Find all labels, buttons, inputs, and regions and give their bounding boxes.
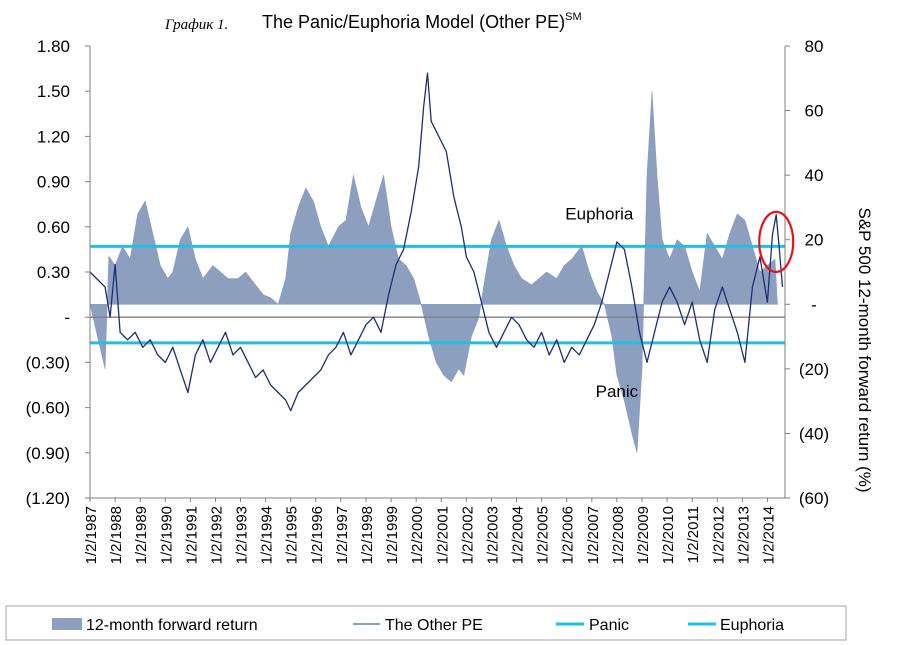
highlight-circle xyxy=(758,210,795,273)
other-pe-line xyxy=(89,72,784,412)
legend-label-forward-return: 12-month forward return xyxy=(86,617,258,634)
right-tick-label: (20) xyxy=(799,360,829,379)
euphoria-annotation: Euphoria xyxy=(565,204,634,223)
x-tick-label: 1/2/2005 xyxy=(535,506,552,564)
right-tick-label: (60) xyxy=(799,489,829,508)
x-tick-label: 1/2/2008 xyxy=(610,506,627,564)
x-tick-label: 1/2/2012 xyxy=(710,506,727,564)
x-tick-label: 1/2/2010 xyxy=(660,506,677,564)
x-tick-label: 1/2/2006 xyxy=(560,506,577,564)
chart-title-text: The Panic/Euphoria Model (Other PE) xyxy=(262,12,565,32)
chart-title-prefix: График 1. xyxy=(164,17,228,33)
x-tick-label: 1/2/2011 xyxy=(685,506,702,563)
forward-return-area xyxy=(89,91,778,453)
right-tick-label: 20 xyxy=(805,231,824,250)
x-tick-label: 1/2/1998 xyxy=(359,506,376,564)
left-tick-label: 0.90 xyxy=(37,173,70,192)
other-pe-line-layer xyxy=(89,72,784,412)
right-tick-label: 80 xyxy=(805,37,824,56)
x-tick-label: 1/2/1990 xyxy=(158,506,175,564)
x-tick-label: 1/2/2004 xyxy=(510,506,527,564)
x-tick-label: 1/2/1996 xyxy=(309,506,326,564)
left-axis-ticks: 1.80 1.50 1.20 0.90 0.60 0.30 - (0.30) (0.60) (0.… xyxy=(26,37,90,508)
x-tick-label: 1/2/1987 xyxy=(83,506,100,564)
x-tick-label: 1/2/1995 xyxy=(284,506,301,564)
forward-return-area-path xyxy=(89,91,778,453)
x-tick-label: 1/2/2007 xyxy=(585,506,602,564)
x-tick-label: 1/2/1997 xyxy=(334,506,351,564)
legend-label-euphoria: Euphoria xyxy=(720,617,784,634)
left-tick-label: 0.60 xyxy=(37,218,70,237)
x-tick-label: 1/2/1999 xyxy=(384,506,401,564)
x-tick-label: 1/2/2003 xyxy=(484,506,501,564)
x-tick-label: 1/2/1994 xyxy=(259,506,276,564)
legend-label-panic: Panic xyxy=(589,617,629,634)
right-axis-title: S&P 500 12-month forward return (%) xyxy=(855,207,874,492)
legend-label-other-pe: The Other PE xyxy=(385,617,483,634)
left-tick-label: (0.30) xyxy=(26,353,70,372)
legend-swatch-forward-return xyxy=(52,618,82,630)
left-tick-label: 1.50 xyxy=(37,82,70,101)
left-tick-label: (0.90) xyxy=(26,444,70,463)
right-axis-ticks: 80 60 40 20 - (20) (40) (60) xyxy=(785,37,829,508)
left-tick-label: 1.80 xyxy=(37,37,70,56)
x-tick-label: 1/2/1993 xyxy=(234,506,251,564)
x-tick-label: 1/2/2001 xyxy=(434,506,451,564)
x-tick-label: 1/2/2002 xyxy=(459,506,476,564)
x-tick-label: 1/2/1992 xyxy=(209,506,226,564)
x-tick-label: 1/2/1991 xyxy=(183,506,200,564)
x-tick-label: 1/2/1988 xyxy=(108,506,125,564)
left-tick-label: (1.20) xyxy=(26,489,70,508)
x-tick-label: 1/2/1989 xyxy=(133,506,150,564)
x-tick-label: 1/2/2000 xyxy=(409,506,426,564)
chart-title-superscript: SM xyxy=(565,11,582,23)
threshold-lines xyxy=(90,244,785,345)
left-tick-label: 0.30 xyxy=(37,263,70,282)
left-tick-label: (0.60) xyxy=(26,399,70,418)
right-tick-label: - xyxy=(811,295,817,314)
left-tick-label: - xyxy=(64,308,70,327)
x-tick-label: 1/2/2014 xyxy=(760,506,777,564)
right-tick-label: (40) xyxy=(799,424,829,443)
legend: 12-month forward return The Other PE Pan… xyxy=(5,605,847,641)
left-tick-label: 1.20 xyxy=(37,127,70,146)
chart-title: The Panic/Euphoria Model (Other PE)SM xyxy=(262,11,582,32)
right-tick-label: 40 xyxy=(805,166,824,185)
x-tick-label: 1/2/2013 xyxy=(735,506,752,564)
right-tick-label: 60 xyxy=(805,102,824,121)
x-tick-label: 1/2/2009 xyxy=(635,506,652,564)
x-axis-ticks: 1/2/1987 1/2/1988 1/2/1989 1/2/1990 1/2/1991… xyxy=(83,498,777,564)
panic-annotation: Panic xyxy=(596,382,639,401)
